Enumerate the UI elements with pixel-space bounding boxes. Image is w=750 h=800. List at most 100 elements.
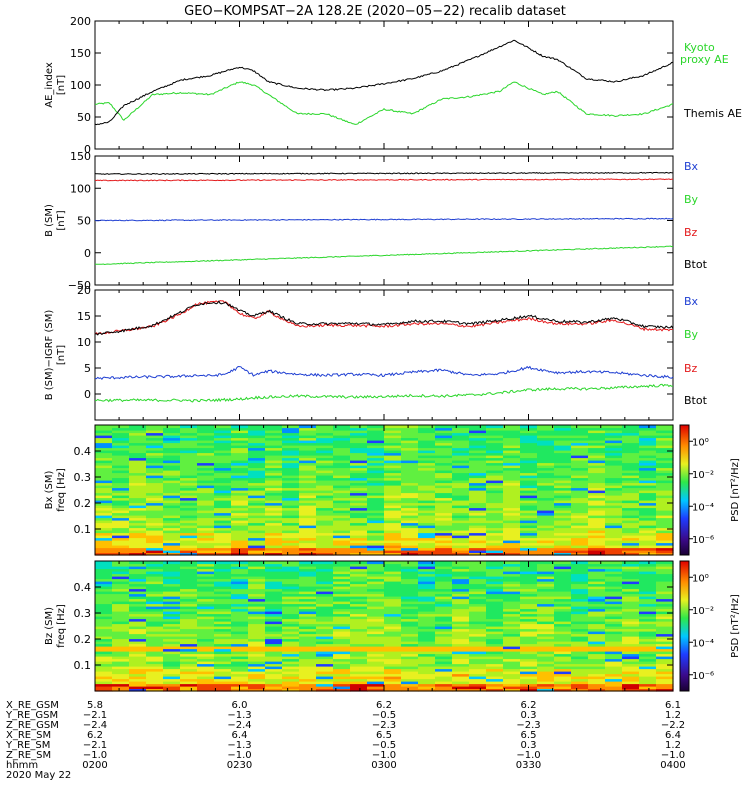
panel-spec_bz-cell <box>554 596 572 600</box>
panel-spec_bz-cell <box>656 661 674 665</box>
panel-spec_bz-cell <box>452 681 470 685</box>
panel-spec_bz-cell <box>537 681 555 685</box>
panel-spec_bz-cell <box>350 571 368 575</box>
panel-ae-series-themis-ae <box>94 39 674 126</box>
panel-spec_bx-cell <box>129 532 147 536</box>
panel-spec_bz-cell <box>469 628 487 632</box>
panel-spec_bz-cell <box>231 671 249 675</box>
panel-spec_bz-cell <box>452 593 470 597</box>
panel-spec_bz-cell <box>486 633 504 637</box>
panel-spec_bx-cell <box>452 425 470 429</box>
panel-spec_bz-cell <box>656 638 674 642</box>
panel-spec_bz-cell <box>265 603 283 607</box>
panel-spec_bz-cell <box>622 683 640 687</box>
panel-spec_bx-cell <box>537 492 555 496</box>
panel-spec_bz-cell <box>112 598 130 602</box>
panel-spec_bx-cell <box>537 455 555 459</box>
panel-spec_bx-cell <box>231 495 249 499</box>
panel-spec_bz-cell <box>214 658 232 662</box>
panel-spec_bx-cell <box>350 452 368 456</box>
panel-spec_bz-cell <box>197 668 215 672</box>
panel-spec_bz-cell <box>503 588 521 592</box>
panel-spec_bx-cell <box>605 520 623 524</box>
panel-spec_bz-cell <box>520 601 538 605</box>
ephemeris-value: −2.2 <box>661 720 685 731</box>
panel-spec_bx-cell <box>588 505 606 509</box>
panel-spec_bz-cell <box>537 623 555 627</box>
panel-spec_bx-cell <box>401 537 419 541</box>
panel-spec_bz-cell <box>554 656 572 660</box>
panel-spec_bx-cell <box>554 530 572 534</box>
panel-spec_bx-cell <box>418 495 436 499</box>
panel-spec_bz-cell <box>180 618 198 622</box>
panel-spec_bz-cell <box>452 663 470 667</box>
panel-spec_bx-cell <box>452 450 470 454</box>
panel-spec_bx-cell <box>622 427 640 431</box>
panel-spec_bx-cell <box>214 520 232 524</box>
panel-spec_bz-cell <box>214 601 232 605</box>
panel-spec_bz-ytick-label: 0.2 <box>74 633 92 646</box>
panel-spec_bz-cell <box>248 636 266 640</box>
panel-spec_bz-cell <box>350 616 368 620</box>
panel-spec_bx-cell <box>282 527 300 531</box>
panel-spec_bz-cell <box>554 628 572 632</box>
panel-spec_bz-cell <box>622 686 640 690</box>
panel-spec_bz-cell <box>299 626 317 630</box>
panel-spec_bz-cell <box>605 683 623 687</box>
panel-spec_bz-cell <box>316 666 334 670</box>
panel-spec_bx-cell <box>146 437 164 441</box>
panel-spec_bz-cell <box>112 616 130 620</box>
panel-spec_bz-cell <box>129 683 147 687</box>
panel-spec_bx-cell <box>146 480 164 484</box>
panel-spec_bz-cell <box>146 561 164 565</box>
panel-spec_bz-cell <box>605 676 623 680</box>
panel-spec_bz-cell <box>367 646 385 650</box>
panel-spec_bz-cell <box>486 686 504 690</box>
panel-spec_bx-cell <box>146 442 164 446</box>
panel-spec_bz-cell <box>384 688 402 692</box>
panel-spec_bx-ylabel: Bx (SM) <box>44 471 55 510</box>
panel-spec_bz-cell <box>316 688 334 692</box>
panel-spec_bx-cell <box>333 465 351 469</box>
panel-spec_bz-cell <box>95 653 113 657</box>
panel-spec_bx-cell <box>316 465 334 469</box>
panel-spec_bz-cell <box>282 571 300 575</box>
panel-spec_bx-cell <box>605 452 623 456</box>
panel-spec_bz-cell <box>129 611 147 615</box>
panel-spec_bz-cell <box>333 663 351 667</box>
panel-spec_bz-cell <box>588 608 606 612</box>
panel-spec_bx-cell <box>554 547 572 551</box>
panel-spec_bx-cell <box>571 435 589 439</box>
panel-spec_bx-cell <box>537 450 555 454</box>
panel-spec_bz-cell <box>163 681 181 685</box>
panel-spec_bx-cell <box>401 470 419 474</box>
panel-spec_bx-cell <box>401 527 419 531</box>
panel-spec_bz-cell <box>282 563 300 567</box>
panel-spec_bx-cell <box>112 485 130 489</box>
panel-spec_bx-cell <box>231 470 249 474</box>
panel-spec_bx-cell <box>418 450 436 454</box>
panel-spec_bx-cell <box>248 427 266 431</box>
panel-spec_bz-cell <box>163 618 181 622</box>
panel-spec_bx-cell <box>384 552 402 556</box>
panel-spec_bx-cell <box>384 480 402 484</box>
panel-spec_bz-cell <box>248 638 266 642</box>
panel-spec_bx-cell <box>367 475 385 479</box>
panel-spec_bz-cell <box>435 578 453 582</box>
panel-spec_bx-cell <box>656 547 674 551</box>
panel-spec_bx-cell <box>452 467 470 471</box>
panel-spec_bz-cell <box>282 671 300 675</box>
panel-spec_bx-cell <box>588 462 606 466</box>
panel-spec_bz-cell <box>95 678 113 682</box>
panel-spec_bx-cell <box>316 435 334 439</box>
panel-spec_bx-cell <box>248 490 266 494</box>
panel-spec_bz-cell <box>656 671 674 675</box>
panel-spec_bx-cell <box>129 500 147 504</box>
panel-spec_bx-cell <box>350 487 368 491</box>
panel-spec_bx-cell <box>452 522 470 526</box>
panel-spec_bz-cell <box>367 673 385 677</box>
panel-spec_bx-cell <box>384 537 402 541</box>
panel-spec_bz-cell <box>265 563 283 567</box>
panel-spec_bz-cell <box>129 563 147 567</box>
panel-spec_bx-cell <box>656 470 674 474</box>
